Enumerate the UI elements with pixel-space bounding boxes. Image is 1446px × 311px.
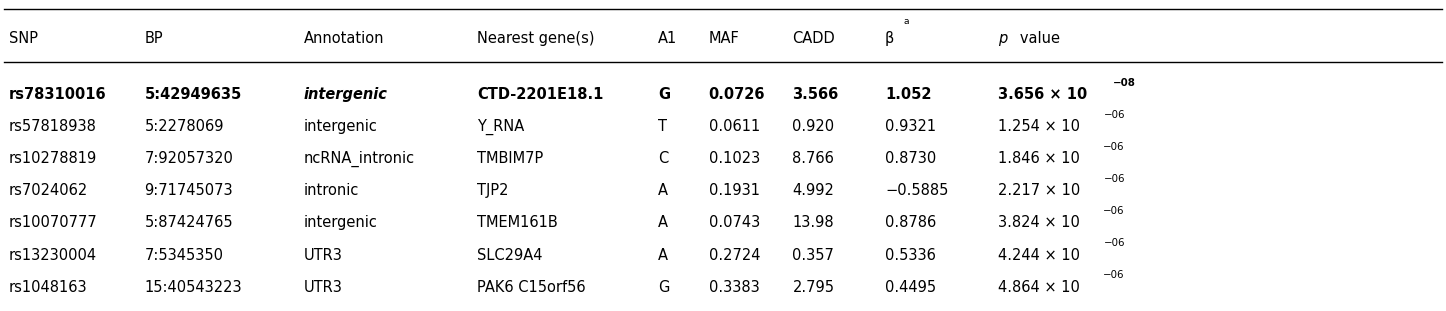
Text: rs10070777: rs10070777 [9,216,97,230]
Text: rs78310016: rs78310016 [9,87,107,102]
Text: 0.8730: 0.8730 [885,151,936,166]
Text: rs57818938: rs57818938 [9,119,97,134]
Text: UTR3: UTR3 [304,280,343,295]
Text: 0.0611: 0.0611 [709,119,759,134]
Text: p: p [998,31,1006,46]
Text: UTR3: UTR3 [304,248,343,262]
Text: C: C [658,151,668,166]
Text: 2.795: 2.795 [792,280,834,295]
Text: −06: −06 [1103,142,1125,152]
Text: 4.864 × 10: 4.864 × 10 [998,280,1080,295]
Text: 5:87424765: 5:87424765 [145,216,233,230]
Text: −06: −06 [1103,206,1125,216]
Text: A1: A1 [658,31,677,46]
Text: 3.656 × 10: 3.656 × 10 [998,87,1087,102]
Text: A: A [658,216,668,230]
Text: A: A [658,248,668,262]
Text: −08: −08 [1113,78,1135,88]
Text: 0.0726: 0.0726 [709,87,765,102]
Text: 0.9321: 0.9321 [885,119,936,134]
Text: 3.566: 3.566 [792,87,839,102]
Text: Nearest gene(s): Nearest gene(s) [477,31,594,46]
Text: 3.824 × 10: 3.824 × 10 [998,216,1080,230]
Text: rs1048163: rs1048163 [9,280,87,295]
Text: 4.244 × 10: 4.244 × 10 [998,248,1080,262]
Text: 1.846 × 10: 1.846 × 10 [998,151,1080,166]
Text: 15:40543223: 15:40543223 [145,280,243,295]
Text: intergenic: intergenic [304,216,377,230]
Text: −06: −06 [1103,174,1125,184]
Text: 7:5345350: 7:5345350 [145,248,224,262]
Text: MAF: MAF [709,31,739,46]
Text: 0.4495: 0.4495 [885,280,936,295]
Text: 0.920: 0.920 [792,119,834,134]
Text: a: a [904,17,910,26]
Text: rs10278819: rs10278819 [9,151,97,166]
Text: 0.8786: 0.8786 [885,216,936,230]
Text: 0.1931: 0.1931 [709,183,759,198]
Text: 2.217 × 10: 2.217 × 10 [998,183,1080,198]
Text: SNP: SNP [9,31,38,46]
Text: intronic: intronic [304,183,359,198]
Text: BP: BP [145,31,163,46]
Text: ncRNA_intronic: ncRNA_intronic [304,151,415,167]
Text: −06: −06 [1103,110,1125,120]
Text: rs7024062: rs7024062 [9,183,88,198]
Text: 1.052: 1.052 [885,87,931,102]
Text: intergenic: intergenic [304,87,388,102]
Text: 13.98: 13.98 [792,216,834,230]
Text: 9:71745073: 9:71745073 [145,183,233,198]
Text: 0.0743: 0.0743 [709,216,759,230]
Text: −06: −06 [1103,270,1125,280]
Text: G: G [658,87,669,102]
Text: T: T [658,119,667,134]
Text: β: β [885,31,894,46]
Text: 5:42949635: 5:42949635 [145,87,241,102]
Text: A: A [658,183,668,198]
Text: 1.254 × 10: 1.254 × 10 [998,119,1080,134]
Text: TMEM161B: TMEM161B [477,216,558,230]
Text: value: value [1017,31,1060,46]
Text: TMBIM7P: TMBIM7P [477,151,544,166]
Text: 0.1023: 0.1023 [709,151,759,166]
Text: −06: −06 [1103,238,1125,248]
Text: intergenic: intergenic [304,119,377,134]
Text: 5:2278069: 5:2278069 [145,119,224,134]
Text: 0.357: 0.357 [792,248,834,262]
Text: 0.5336: 0.5336 [885,248,936,262]
Text: G: G [658,280,669,295]
Text: Y_RNA: Y_RNA [477,119,525,135]
Text: −0.5885: −0.5885 [885,183,949,198]
Text: CADD: CADD [792,31,836,46]
Text: PAK6 C15orf56: PAK6 C15orf56 [477,280,586,295]
Text: 4.992: 4.992 [792,183,834,198]
Text: rs13230004: rs13230004 [9,248,97,262]
Text: 7:92057320: 7:92057320 [145,151,233,166]
Text: SLC29A4: SLC29A4 [477,248,542,262]
Text: 0.2724: 0.2724 [709,248,761,262]
Text: 0.3383: 0.3383 [709,280,759,295]
Text: TJP2: TJP2 [477,183,509,198]
Text: Annotation: Annotation [304,31,385,46]
Text: 8.766: 8.766 [792,151,834,166]
Text: CTD-2201E18.1: CTD-2201E18.1 [477,87,603,102]
